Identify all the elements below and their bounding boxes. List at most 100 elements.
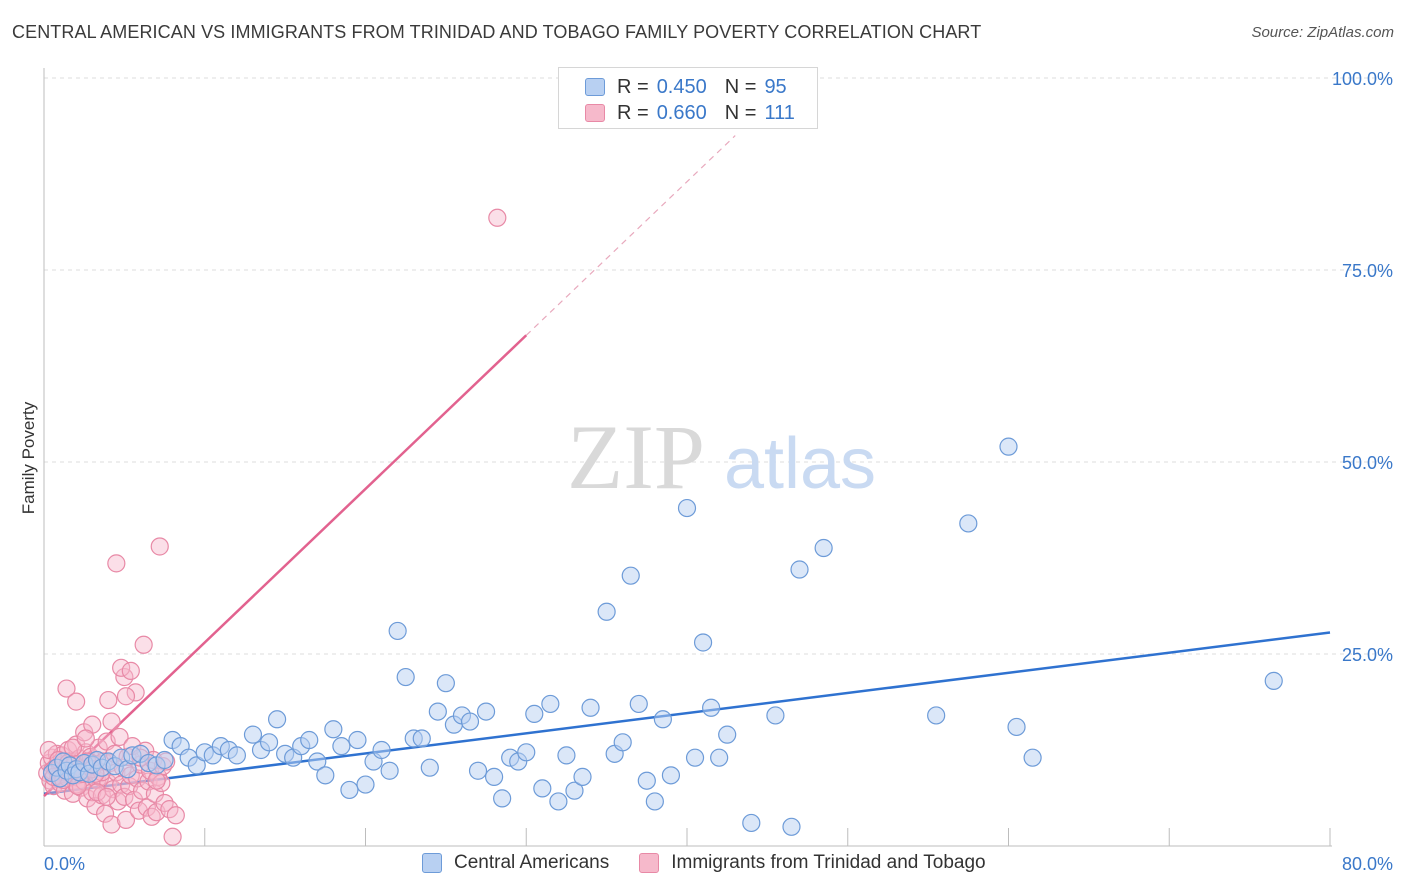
legend-row-pink: R = 0.660 N = 111 bbox=[585, 101, 795, 125]
data-point-trinidad bbox=[107, 554, 126, 573]
data-point-central-american bbox=[959, 514, 978, 533]
data-point-central-american bbox=[300, 730, 319, 750]
data-point-central-american bbox=[525, 704, 544, 724]
axes bbox=[43, 68, 1332, 847]
legend-n-value: 95 bbox=[764, 75, 787, 98]
trend-line-trinidad-extrapolated bbox=[525, 135, 736, 336]
data-point-central-american bbox=[227, 746, 246, 765]
data-point-central-american bbox=[1023, 748, 1042, 767]
data-point-central-american bbox=[573, 767, 592, 786]
data-point-central-american bbox=[702, 698, 721, 717]
data-point-central-american bbox=[388, 621, 407, 641]
data-point-central-american bbox=[629, 694, 648, 714]
legend-swatch-pink bbox=[585, 104, 605, 122]
data-point-central-american bbox=[412, 729, 431, 748]
data-point-central-american bbox=[356, 775, 375, 794]
legend-r-label: R = bbox=[617, 75, 649, 98]
data-point-trinidad bbox=[121, 661, 140, 680]
data-point-trinidad bbox=[102, 815, 121, 834]
data-point-central-american bbox=[677, 498, 697, 518]
data-point-trinidad bbox=[137, 798, 156, 817]
data-point-central-american bbox=[685, 748, 705, 767]
y-tick-label: 25.0% bbox=[1342, 645, 1393, 665]
data-point-central-american bbox=[541, 694, 560, 714]
data-point-central-american bbox=[428, 702, 447, 721]
data-point-trinidad bbox=[126, 683, 145, 702]
correlation-legend: R = 0.450 N = 95 R = 0.660 N = 111 bbox=[558, 67, 818, 129]
data-point-central-american bbox=[267, 710, 287, 729]
legend-swatch-blue bbox=[422, 853, 442, 873]
data-point-central-american bbox=[460, 712, 480, 731]
data-point-trinidad bbox=[63, 738, 83, 757]
data-point-central-american bbox=[621, 566, 640, 585]
data-point-central-american bbox=[1264, 671, 1283, 690]
data-point-central-american bbox=[597, 602, 616, 621]
chart-title: CENTRAL AMERICAN VS IMMIGRANTS FROM TRIN… bbox=[12, 22, 982, 42]
legend-swatch-pink bbox=[639, 853, 660, 873]
legend-n-label: N = bbox=[724, 75, 757, 98]
data-point-central-american bbox=[581, 698, 600, 717]
data-point-trinidad bbox=[102, 712, 121, 731]
x-tick-label: 0.0% bbox=[44, 854, 85, 874]
data-point-central-american bbox=[380, 761, 399, 780]
legend-row-blue: R = 0.450 N = 95 bbox=[585, 75, 787, 99]
data-point-central-american bbox=[637, 771, 656, 790]
data-point-central-american bbox=[468, 761, 488, 780]
data-point-central-american bbox=[766, 706, 785, 725]
data-point-trinidad bbox=[39, 740, 58, 760]
data-point-central-american bbox=[790, 560, 809, 579]
data-point-central-american bbox=[782, 817, 801, 836]
data-point-central-american bbox=[661, 766, 681, 785]
data-point-central-american bbox=[999, 437, 1018, 456]
data-point-central-american bbox=[372, 740, 391, 760]
data-point-central-american bbox=[259, 733, 279, 752]
trend-line-trinidad bbox=[43, 334, 528, 797]
x-tick-label: 80.0% bbox=[1342, 854, 1393, 874]
data-point-central-american bbox=[155, 750, 174, 770]
data-point-central-american bbox=[493, 789, 512, 808]
legend-item-trinidad[interactable]: Immigrants from Trinidad and Tobago bbox=[639, 852, 986, 874]
data-point-central-american bbox=[396, 667, 415, 687]
data-point-central-american bbox=[549, 792, 568, 811]
data-point-trinidad bbox=[155, 793, 174, 813]
data-point-central-american bbox=[814, 538, 833, 558]
legend-n-label: N = bbox=[724, 101, 757, 124]
data-point-central-american bbox=[517, 743, 536, 762]
watermark-zip: ZIP bbox=[567, 406, 705, 508]
data-point-central-american bbox=[420, 758, 439, 777]
data-point-central-american bbox=[1007, 717, 1026, 737]
legend-swatch-blue bbox=[585, 78, 605, 96]
data-point-central-american bbox=[340, 780, 359, 800]
y-tick-label: 75.0% bbox=[1342, 261, 1393, 281]
source-label: Source: ZipAtlas.com bbox=[1251, 24, 1394, 41]
trend-lines bbox=[43, 135, 1331, 797]
data-point-central-american bbox=[324, 720, 343, 739]
y-tick-label: 100.0% bbox=[1332, 69, 1393, 89]
data-point-central-american bbox=[710, 748, 729, 767]
data-point-central-american bbox=[308, 752, 327, 771]
series-legend: Central Americans Immigrants from Trinid… bbox=[422, 852, 1016, 874]
data-point-central-american bbox=[533, 779, 552, 798]
data-point-trinidad bbox=[110, 727, 129, 747]
data-point-central-american bbox=[557, 746, 576, 765]
data-point-trinidad bbox=[116, 810, 136, 829]
data-point-trinidad bbox=[488, 208, 507, 227]
data-point-trinidad bbox=[134, 635, 153, 654]
data-point-central-american bbox=[718, 725, 737, 744]
data-point-central-american bbox=[742, 813, 761, 833]
watermark-atlas: atlas bbox=[724, 424, 876, 504]
tick-labels: 25.0% 50.0% 75.0% 100.0% 0.0% 80.0% bbox=[44, 69, 1393, 874]
data-point-central-american bbox=[316, 766, 335, 785]
data-point-central-american bbox=[436, 674, 455, 693]
data-point-trinidad bbox=[147, 771, 166, 790]
data-point-central-american bbox=[187, 756, 206, 775]
legend-label: Immigrants from Trinidad and Tobago bbox=[671, 852, 986, 873]
data-point-trinidad bbox=[57, 679, 76, 698]
data-point-central-american bbox=[927, 706, 946, 725]
data-point-trinidad bbox=[76, 729, 95, 748]
trend-line-central-americans bbox=[43, 631, 1331, 796]
data-point-trinidad bbox=[166, 806, 185, 825]
y-axis-label: Family Poverty bbox=[19, 401, 38, 514]
legend-item-central-americans[interactable]: Central Americans bbox=[422, 852, 609, 874]
